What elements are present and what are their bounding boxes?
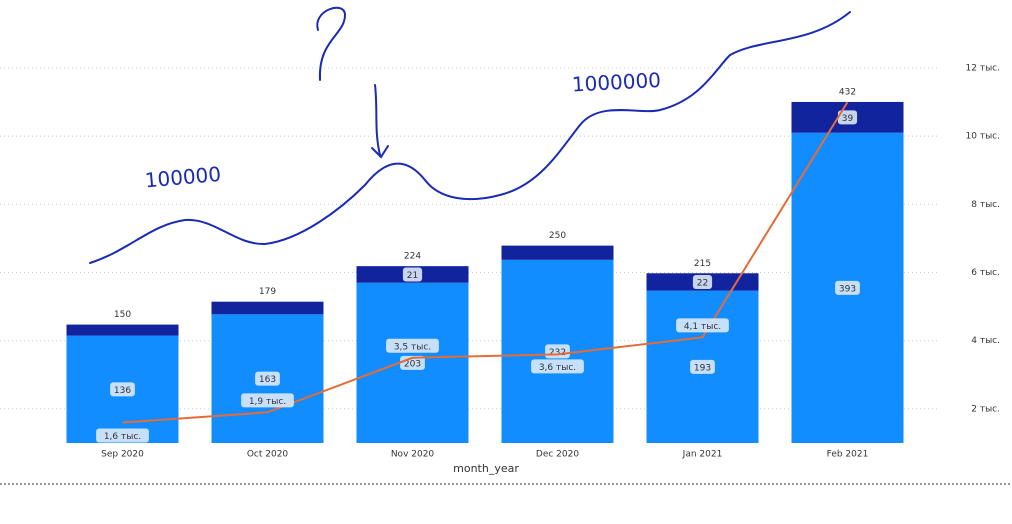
- line-label-bg: [241, 393, 294, 408]
- total-label: 250: [549, 231, 566, 241]
- plot: 2 тыс. 4 тыс. 6 тыс. 8 тыс. 10 тыс. 12 тыс. Se…: [0, 64, 1000, 460]
- data-label-bg: [837, 110, 858, 125]
- x-tick-label: Dec 2020: [536, 450, 579, 460]
- y2-tick-label: 12 тыс.: [966, 64, 1000, 74]
- line-label: 4,1 тыс.: [684, 322, 721, 332]
- data-label: 22: [697, 278, 708, 288]
- x-tick-label: Nov 2020: [391, 450, 435, 460]
- line-label: 1,6 тыс.: [104, 432, 141, 442]
- data-label-bg: [255, 371, 280, 386]
- y2-tick-label: 8 тыс.: [971, 200, 1000, 210]
- line-label: 3,6 тыс.: [539, 363, 576, 373]
- bar-segment: [66, 324, 179, 336]
- data-label: 136: [114, 386, 131, 396]
- total-label: 179: [259, 287, 276, 297]
- total-label: 224: [404, 252, 421, 262]
- bar-segment: [211, 301, 324, 315]
- line-label: 3,5 тыс.: [394, 342, 431, 352]
- line-label-bg: [96, 428, 149, 443]
- line: [122, 101, 849, 424]
- data-label: 193: [694, 363, 711, 373]
- y2-tick-label: 6 тыс.: [971, 268, 1000, 278]
- data-label-bg: [402, 267, 423, 282]
- x-tick-label: Feb 2021: [827, 450, 869, 460]
- total-label: 215: [694, 259, 711, 269]
- data-label: 39: [842, 114, 854, 124]
- data-label-bg: [835, 280, 860, 295]
- data-label-bg: [692, 274, 713, 289]
- line-label-bg: [531, 359, 584, 374]
- x-axis-title: month_year: [453, 462, 519, 475]
- y2-tick-label: 4 тыс.: [971, 336, 1000, 346]
- total-label: 150: [114, 310, 131, 320]
- handwriting: [89, 6, 851, 264]
- line-label-bg: [386, 338, 439, 353]
- x-tick-label: Sep 2020: [101, 450, 144, 460]
- total-label: 432: [839, 87, 856, 97]
- x-tick-label: Jan 2021: [682, 450, 723, 460]
- line-label-bg: [676, 318, 729, 333]
- data-label: 232: [549, 348, 566, 358]
- data-label-bg: [690, 359, 715, 374]
- x-tick-label: Oct 2020: [247, 450, 289, 460]
- data-label-bg: [110, 382, 135, 397]
- y2-tick-label: 2 тыс.: [971, 404, 1000, 414]
- line-label: 1,9 тыс.: [249, 397, 286, 407]
- y2-tick-label: 10 тыс.: [966, 132, 1000, 142]
- data-label: 163: [259, 375, 276, 385]
- data-label: 21: [407, 271, 418, 281]
- data-label: 203: [404, 359, 421, 369]
- data-label: 393: [839, 284, 856, 294]
- annotation: 1000000: [571, 68, 661, 97]
- bar-segment: [501, 245, 614, 260]
- annotation: 100000: [144, 162, 222, 193]
